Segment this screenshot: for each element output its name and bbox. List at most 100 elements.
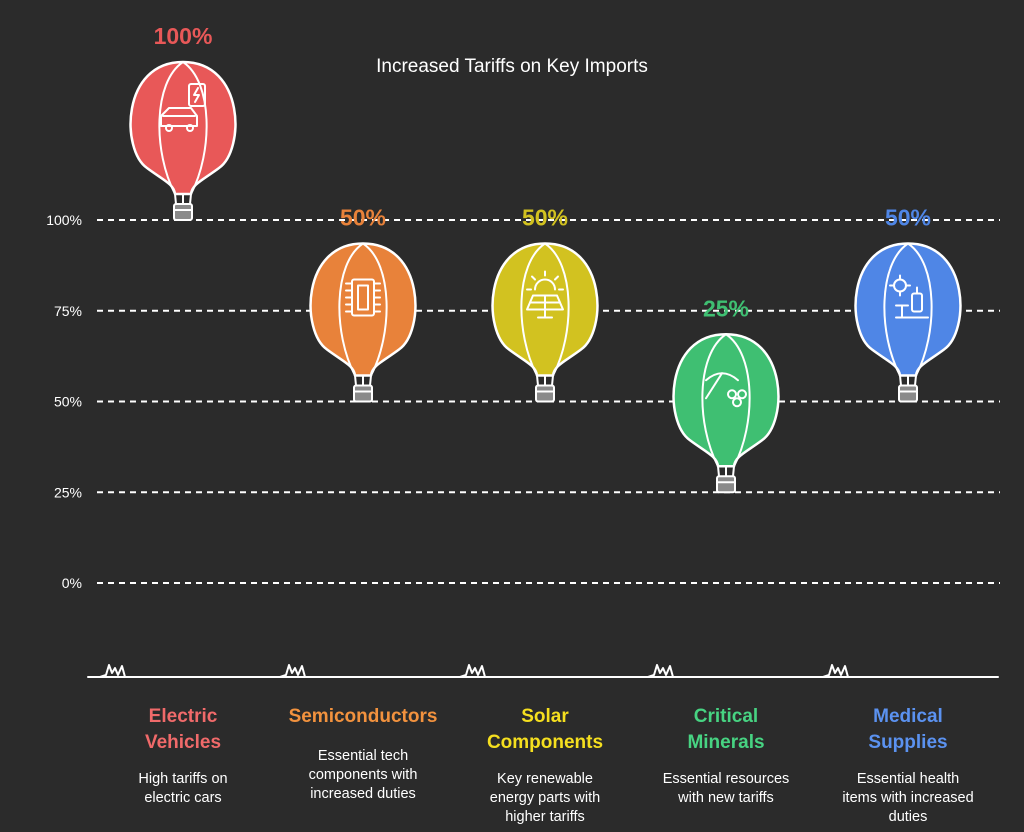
balloon-2: 50%: [309, 205, 417, 403]
balloon-gore: [520, 242, 546, 377]
mineral-rock: [732, 397, 742, 408]
pickaxe-handle: [705, 372, 723, 400]
balloon-basket: [173, 203, 193, 221]
grass-tuft-1: [99, 664, 132, 678]
balloon-basket: [353, 384, 373, 403]
value-label-2: 50%: [340, 205, 386, 231]
category-name-line: Electric: [149, 706, 218, 727]
panel-frame: [526, 294, 564, 311]
y-tick-label-50: 50%: [54, 394, 82, 410]
medical-supplies-icon: [889, 274, 929, 319]
balloon-basket: [716, 475, 736, 494]
balloon-gore: [338, 242, 364, 377]
mineral-rock: [737, 389, 747, 400]
y-tick-label-75: 75%: [54, 303, 82, 319]
balloon-3: 50%: [491, 205, 599, 403]
sun-ray: [531, 275, 536, 281]
balloon-envelope: [672, 333, 780, 468]
grass-tuft-3: [459, 664, 492, 678]
category-desc-line: increased duties: [310, 786, 416, 802]
value-label-3: 50%: [522, 205, 568, 231]
balloon-gore: [158, 61, 184, 195]
balloon-rope: [536, 374, 539, 387]
category-name-1: Electric Vehicles: [145, 706, 221, 753]
value-label-5: 50%: [885, 205, 931, 231]
category-name-line: Critical: [694, 706, 758, 727]
category-name-line: Semiconductors: [289, 706, 438, 727]
category-desc-4: Essential resources with new tariffs: [663, 771, 790, 806]
category-desc-line: High tariffs on: [138, 771, 227, 787]
balloon-1: 100%: [129, 23, 237, 221]
car-body: [160, 107, 198, 127]
category-desc-line: Key renewable: [497, 771, 593, 787]
category-name-line: Vehicles: [145, 732, 221, 753]
category-name-line: Minerals: [687, 732, 764, 753]
balloon-gore: [725, 333, 751, 468]
charger-box: [188, 83, 206, 107]
balloon-gore: [907, 242, 933, 377]
category-desc-2: Essential tech components with increased d…: [309, 748, 418, 802]
balloon-gore: [362, 242, 388, 377]
balloon-rope: [189, 193, 192, 205]
electric-car-icon: [160, 83, 206, 132]
balloon-envelope: [129, 60, 237, 196]
pickaxe-minerals-icon: [705, 372, 747, 408]
category-desc-line: with new tariffs: [677, 790, 774, 806]
category-desc-line: components with: [309, 767, 418, 783]
category-desc-line: duties: [889, 809, 928, 825]
charger-bolt: [193, 87, 200, 103]
balloon-rope: [174, 193, 177, 205]
category-desc-5: Essential health items with increased duti…: [842, 771, 973, 825]
balloon-basket: [535, 384, 555, 403]
category-desc-line: electric cars: [144, 790, 221, 806]
category-name-2: Semiconductors: [289, 706, 438, 727]
balloon-basket: [898, 384, 918, 403]
ground-line: [87, 664, 999, 678]
category-name-5: Medical Supplies: [868, 706, 947, 753]
category-desc-line: higher tariffs: [505, 809, 585, 825]
category-labels: Electric Vehicles High tariffs on electric …: [138, 706, 973, 825]
solar-panel-icon: [526, 270, 564, 319]
balloon-rope: [717, 465, 720, 478]
grass-tuft-5: [822, 664, 855, 678]
category-desc-line: energy parts with: [490, 790, 600, 806]
car-wheel-right: [186, 124, 194, 132]
category-name-4: Critical Minerals: [687, 706, 764, 753]
category-desc-line: Essential health: [857, 771, 959, 787]
y-tick-label-100: 100%: [46, 212, 82, 228]
chart-title: Increased Tariffs on Key Imports: [376, 56, 648, 77]
microchip-icon: [345, 278, 381, 317]
category-name-3: Solar Components: [487, 706, 603, 753]
category-name-line: Supplies: [868, 732, 947, 753]
sun-arc: [534, 278, 556, 291]
value-label-4: 25%: [703, 295, 749, 321]
balloon-rope: [354, 374, 357, 387]
grass-tuft-2: [279, 664, 312, 678]
balloons: 100% 50% 50% 25% 50%: [129, 23, 962, 494]
category-desc-line: items with increased: [842, 790, 973, 806]
balloon-gore: [883, 242, 909, 377]
grass-tuft-4: [647, 664, 680, 678]
category-desc-1: High tariffs on electric cars: [138, 771, 227, 806]
value-label-1: 100%: [154, 23, 213, 49]
sun-ray: [554, 275, 559, 281]
balloon-4: 25%: [672, 295, 780, 494]
balloon-rope: [899, 374, 902, 387]
category-desc-3: Key renewable energy parts with higher tar…: [490, 771, 600, 825]
balloon-rope: [551, 374, 554, 387]
balloon-gore: [544, 242, 570, 377]
balloon-rope: [369, 374, 372, 387]
y-tick-label-25: 25%: [54, 484, 82, 500]
category-name-line: Medical: [873, 706, 943, 727]
mineral-rock: [727, 389, 737, 400]
category-desc-line: Essential resources: [663, 771, 790, 787]
category-name-line: Components: [487, 732, 603, 753]
y-tick-label-0: 0%: [62, 575, 82, 591]
balloon-rope: [914, 374, 917, 387]
car-wheel-left: [165, 124, 173, 132]
balloon-gore: [701, 333, 727, 468]
balloon-envelope: [854, 242, 962, 377]
balloon-gore: [182, 61, 208, 195]
